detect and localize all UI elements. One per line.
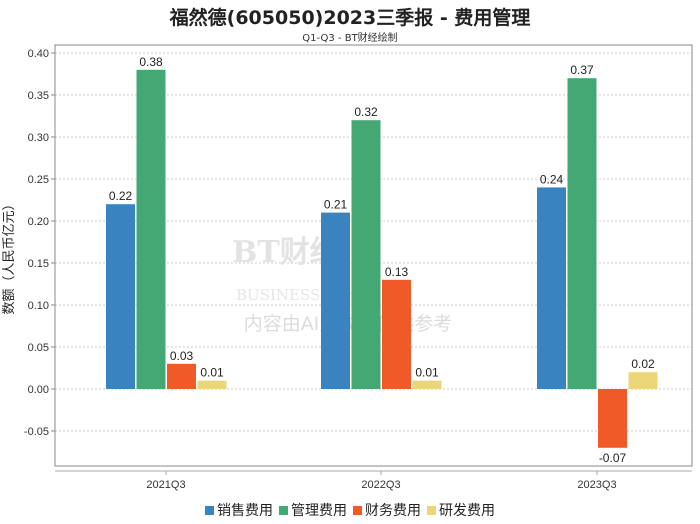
bar-销售费用-2023Q3 bbox=[537, 187, 566, 389]
legend-swatch bbox=[205, 506, 214, 515]
bar-财务费用-2021Q3 bbox=[167, 363, 196, 389]
legend-label: 研发费用 bbox=[439, 503, 495, 519]
y-tick-label: 0.10 bbox=[28, 300, 49, 312]
data-label: 0.24 bbox=[540, 172, 564, 186]
x-tick-label: 2022Q3 bbox=[361, 479, 400, 491]
bar-管理费用-2023Q3 bbox=[567, 78, 597, 389]
chart-subtitle: Q1-Q3 - BT财经绘制 bbox=[302, 33, 398, 44]
y-axis-label: 数额（人民币亿元） bbox=[2, 197, 17, 314]
data-label: 0.32 bbox=[354, 105, 378, 119]
bar-管理费用-2021Q3 bbox=[136, 69, 166, 390]
y-tick-label: 0.35 bbox=[28, 90, 49, 102]
y-tick-label: 0.15 bbox=[28, 258, 49, 270]
bar-研发费用-2022Q3 bbox=[412, 380, 442, 389]
data-label: 0.37 bbox=[570, 63, 594, 77]
x-tick-label: 2021Q3 bbox=[146, 479, 185, 491]
data-label: 0.22 bbox=[109, 189, 133, 203]
legend-swatch bbox=[279, 506, 288, 515]
y-tick-label: 0.00 bbox=[28, 384, 49, 396]
y-tick-label: 0.40 bbox=[28, 48, 49, 60]
y-tick-label: 0.20 bbox=[28, 216, 49, 228]
legend-item: 管理费用 bbox=[279, 503, 347, 519]
legend-label: 财务费用 bbox=[365, 503, 421, 519]
y-tick-label: -0.05 bbox=[24, 426, 49, 438]
y-tick-label: 0.05 bbox=[28, 342, 49, 354]
bar-财务费用-2023Q3 bbox=[598, 389, 627, 448]
data-label: 0.21 bbox=[324, 198, 348, 212]
data-label: -0.07 bbox=[599, 451, 627, 465]
data-label: 0.01 bbox=[200, 366, 224, 380]
bar-研发费用-2023Q3 bbox=[628, 372, 658, 389]
bar-研发费用-2021Q3 bbox=[197, 380, 227, 389]
data-label: 0.03 bbox=[170, 349, 194, 363]
legend: 销售费用 管理费用 财务费用 研发费用 bbox=[0, 500, 700, 520]
bar-管理费用-2022Q3 bbox=[351, 120, 381, 389]
data-label: 0.38 bbox=[139, 55, 163, 69]
plot-frame bbox=[54, 44, 693, 467]
x-tick-label: 2023Q3 bbox=[577, 479, 616, 491]
legend-swatch bbox=[427, 506, 436, 515]
bar-销售费用-2022Q3 bbox=[321, 212, 350, 389]
y-tick-label: 0.30 bbox=[28, 132, 49, 144]
legend-swatch bbox=[353, 506, 362, 515]
legend-label: 销售费用 bbox=[217, 503, 273, 519]
legend-item: 研发费用 bbox=[427, 503, 495, 519]
data-label: 0.13 bbox=[385, 265, 409, 279]
legend-item: 销售费用 bbox=[205, 503, 273, 519]
data-label: 0.01 bbox=[415, 366, 439, 380]
legend-item: 财务费用 bbox=[353, 503, 421, 519]
data-label: 0.02 bbox=[631, 357, 655, 371]
bar-财务费用-2022Q3 bbox=[382, 279, 411, 389]
legend-label: 管理费用 bbox=[291, 503, 347, 519]
y-tick-label: 0.25 bbox=[28, 174, 49, 186]
chart-title: 福然德(605050)2023三季报 - 费用管理 bbox=[169, 7, 531, 29]
bar-销售费用-2021Q3 bbox=[106, 204, 135, 389]
